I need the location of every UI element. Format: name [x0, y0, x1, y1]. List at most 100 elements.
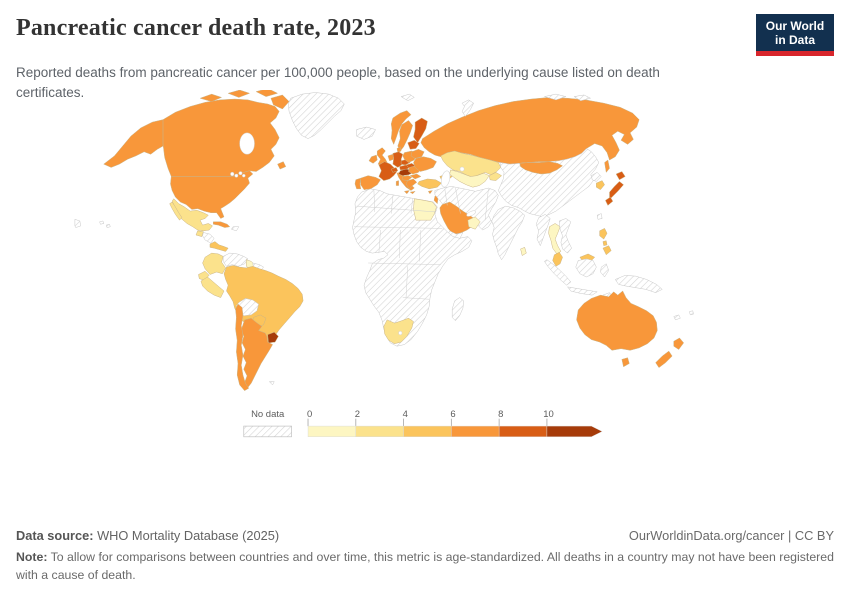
country-italy-sicily[interactable]: [404, 190, 410, 195]
country-serbia[interactable]: [402, 175, 413, 181]
country-myanmar[interactable]: [535, 214, 551, 246]
country-pacific-sliver[interactable]: [74, 219, 81, 228]
country-new-guinea[interactable]: [615, 275, 663, 293]
country-ukraine[interactable]: [413, 156, 437, 172]
country-saudi-arabia[interactable]: [439, 201, 476, 235]
country-russia-sakhalin[interactable]: [604, 159, 610, 173]
country-peru[interactable]: [200, 276, 225, 298]
country-indonesia-sulawesi[interactable]: [600, 263, 609, 278]
country-greenland[interactable]: [288, 92, 345, 139]
country-tasmania[interactable]: [621, 357, 630, 368]
country-turkey[interactable]: [417, 178, 442, 190]
country-new-zealand-south[interactable]: [655, 350, 673, 368]
country-indonesia-java[interactable]: [567, 286, 598, 296]
country-philippines-luzon[interactable]: [599, 228, 608, 240]
country-venezuela[interactable]: [222, 252, 249, 267]
legend-bin-8-10[interactable]: [498, 425, 548, 438]
country-colombia[interactable]: [202, 252, 226, 275]
chart-subtitle: Reported deaths from pancreatic cancer p…: [16, 65, 660, 100]
country-france[interactable]: [378, 161, 398, 181]
country-ireland[interactable]: [368, 154, 378, 164]
country-alaska[interactable]: [103, 119, 164, 168]
legend-bin-10-plus[interactable]: [546, 425, 603, 438]
country-egypt[interactable]: [413, 198, 437, 221]
country-philippines-visayas[interactable]: [602, 240, 608, 246]
country-baltics[interactable]: [407, 140, 420, 150]
great-lakes: [234, 173, 239, 178]
legend-bin-6-8[interactable]: [451, 425, 500, 438]
country-belarus[interactable]: [410, 149, 425, 159]
country-thailand[interactable]: [548, 223, 562, 255]
country-uruguay[interactable]: [267, 331, 279, 344]
country-indonesia-sumatra[interactable]: [544, 259, 572, 286]
country-uzbekistan-turkmenistan[interactable]: [449, 169, 490, 188]
country-north-korea[interactable]: [591, 172, 602, 182]
country-cyprus[interactable]: [428, 190, 433, 195]
country-guatemala[interactable]: [195, 230, 204, 237]
world-map: No data 0 2 4 6 8 10: [0, 88, 850, 520]
country-spain[interactable]: [360, 175, 381, 190]
country-honduras-nicaragua[interactable]: [202, 232, 215, 244]
country-chile[interactable]: [235, 303, 249, 391]
country-india[interactable]: [491, 205, 525, 260]
country-greece-crete[interactable]: [409, 191, 416, 195]
country-fiji[interactable]: [689, 310, 694, 316]
country-madagascar[interactable]: [451, 297, 464, 321]
country-mexico-baja[interactable]: [169, 201, 183, 221]
country-usa[interactable]: [170, 170, 254, 219]
country-indonesia-borneo[interactable]: [575, 258, 597, 278]
country-canada-baffin[interactable]: [270, 94, 290, 110]
country-hawaii[interactable]: [99, 220, 104, 225]
country-malaysia-peninsula[interactable]: [552, 252, 563, 267]
country-canada-island[interactable]: [199, 93, 222, 102]
country-canada-island[interactable]: [255, 88, 278, 97]
country-vietnam[interactable]: [559, 218, 572, 254]
country-costa-rica-panama[interactable]: [209, 241, 229, 252]
country-new-zealand-north[interactable]: [673, 337, 684, 350]
country-cuba[interactable]: [213, 221, 231, 228]
country-argentina[interactable]: [241, 317, 273, 388]
country-falkland[interactable]: [269, 381, 275, 386]
country-svalbard[interactable]: [400, 93, 415, 101]
country-kyrgyzstan-tajikistan[interactable]: [489, 172, 502, 181]
country-canada-newfoundland[interactable]: [277, 161, 287, 170]
country-mongolia[interactable]: [519, 161, 563, 175]
country-japan-kyushu[interactable]: [605, 196, 614, 206]
country-taiwan[interactable]: [596, 213, 603, 220]
country-japan-hokkaido[interactable]: [615, 171, 626, 181]
legend-bin-4-6[interactable]: [403, 425, 452, 438]
country-novaya-zemlya[interactable]: [461, 99, 474, 117]
country-sweden[interactable]: [397, 120, 413, 152]
country-hawaii[interactable]: [105, 224, 111, 228]
country-bulgaria[interactable]: [409, 173, 422, 180]
country-iceland[interactable]: [356, 126, 376, 140]
country-switzerland[interactable]: [390, 167, 399, 173]
country-new-caledonia[interactable]: [673, 314, 681, 321]
country-sri-lanka[interactable]: [520, 247, 527, 256]
country-canada[interactable]: [162, 98, 280, 177]
owid-logo[interactable]: Our World in Data: [756, 14, 834, 57]
country-japan-honshu[interactable]: [609, 181, 624, 200]
country-philippines-mindanao[interactable]: [602, 245, 612, 255]
country-portugal[interactable]: [354, 177, 361, 190]
country-oman-uae[interactable]: [467, 216, 481, 230]
country-benelux[interactable]: [387, 154, 394, 162]
country-south-africa[interactable]: [383, 317, 414, 344]
legend-bin-2-4[interactable]: [355, 425, 404, 438]
country-norway[interactable]: [390, 110, 412, 145]
country-denmark[interactable]: [396, 146, 402, 153]
country-finland[interactable]: [413, 117, 428, 143]
data-source-value[interactable]: WHO Mortality Database (2025): [97, 528, 280, 543]
legend-no-data-swatch[interactable]: [243, 425, 292, 438]
country-arctic-islands[interactable]: [573, 94, 591, 101]
country-hispaniola[interactable]: [231, 226, 240, 232]
legend-bin-0-2[interactable]: [307, 425, 357, 438]
country-germany[interactable]: [392, 151, 404, 168]
country-australia[interactable]: [576, 290, 658, 351]
country-canada-island[interactable]: [227, 89, 250, 98]
country-italy-sardinia[interactable]: [395, 180, 399, 186]
country-south-korea[interactable]: [596, 180, 605, 190]
country-arctic-islands[interactable]: [544, 93, 567, 101]
country-greece[interactable]: [405, 178, 418, 190]
attribution-link[interactable]: OurWorldinData.org/cancer | CC BY: [628, 528, 834, 543]
